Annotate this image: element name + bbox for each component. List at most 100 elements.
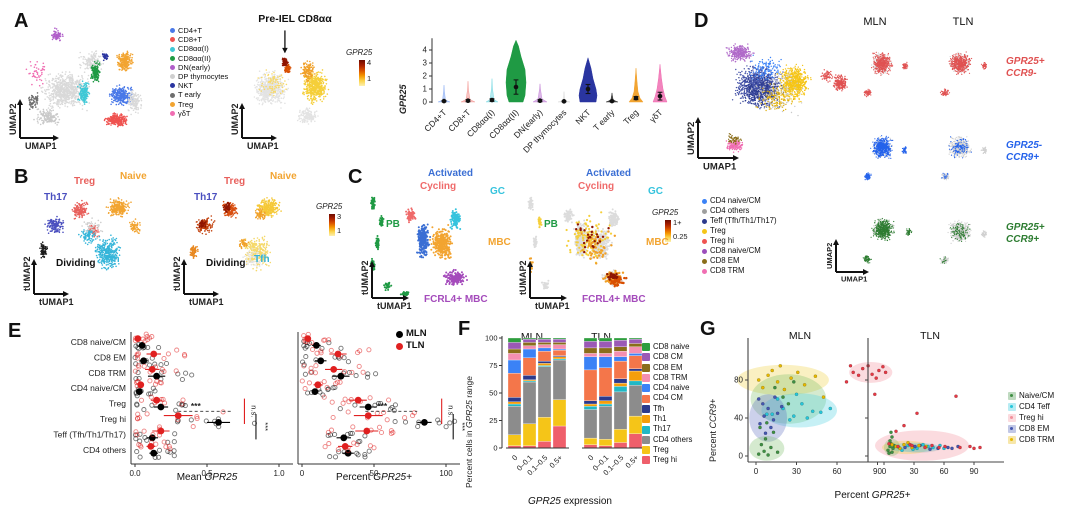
legend-item: NKT: [170, 81, 228, 90]
legend-swatch: [702, 248, 707, 254]
panel-f-label: F: [458, 318, 471, 340]
legend-swatch: [1008, 413, 1016, 422]
svg-text:UMAP1: UMAP1: [247, 141, 279, 151]
legend-item-label: CD8 TRM: [710, 266, 745, 275]
cluster-label-th17: Th17: [194, 192, 218, 203]
legend-item: γδT: [170, 109, 228, 118]
legend-item-label: T early: [178, 90, 201, 100]
cluster-label-cycling: Cycling: [420, 181, 457, 192]
legend-swatch: [642, 446, 650, 455]
pre-iel-annotation: Pre-IEL CD8αα: [258, 13, 332, 25]
legend-item: MLN: [396, 328, 427, 340]
colorbar-title: GPR25: [652, 208, 679, 217]
legend-item-label: DN(early): [178, 62, 211, 72]
cluster-label-treg: Treg: [74, 176, 96, 187]
column-header-mln: MLN: [863, 16, 887, 28]
legend-swatch: [170, 92, 175, 98]
colorbar-max-label: 3: [337, 212, 342, 221]
legend-item-label: Tfh: [653, 403, 665, 413]
legend-swatch-dot: [1010, 393, 1013, 397]
colorbar-gradient: [359, 60, 365, 86]
umap-tln-gpr25pos-ccr9pos: [939, 219, 987, 264]
legend-item: CD8 EM: [642, 363, 692, 373]
legend-swatch: [702, 228, 707, 234]
legend-item: CD8 EM: [1008, 423, 1054, 434]
cluster-label-dividing: Dividing: [56, 258, 96, 269]
legend-item: Treg hi: [1008, 412, 1054, 423]
legend-swatch: [702, 198, 707, 204]
legend-swatch: [170, 37, 175, 43]
cluster-label-tfh: Tfh: [254, 254, 270, 265]
legend-swatch: [702, 258, 707, 264]
svg-text:3: 3: [423, 59, 428, 68]
legend-swatch: [642, 374, 650, 383]
legend-item: CD8 CM: [642, 352, 692, 362]
legend-item: CD4 Teff: [1008, 401, 1054, 412]
svg-text:UMAP2: UMAP2: [230, 103, 240, 135]
ylabel-percent-cells: Percent cells in GPR25 range: [464, 376, 474, 488]
legend-item-label: Treg: [653, 444, 669, 454]
svg-text:γδT: γδT: [647, 107, 664, 124]
legend-swatch: [642, 425, 650, 434]
legend-item: CD8αα(I): [170, 44, 228, 53]
svg-text:2: 2: [423, 72, 428, 81]
legend-item: Tfh: [642, 404, 692, 414]
legend-item-label: CD8 TRM: [1019, 435, 1055, 444]
cluster-label-naive: Naive: [120, 171, 147, 182]
legend-item-label: CD8+T: [178, 35, 202, 45]
legend-item: CD8 TRM: [642, 373, 692, 383]
cluster-label-treg: Treg: [224, 176, 246, 187]
legend-item-label: Teff (Tfh/Th1/Th17): [710, 216, 777, 225]
scatter-ccr9-gpr25-tln: 0 30 60 90: [865, 338, 1004, 476]
legend-item-label: Treg hi: [653, 455, 677, 465]
legend-item-label: CD4 CM: [653, 393, 683, 403]
legend-thymocyte-celltypes: CD4+T CD8+T CD8αα(I) CD8αα(II) DN(early) DP t…: [170, 26, 228, 118]
legend-item-label: Treg: [710, 226, 726, 235]
legend-swatch: [642, 394, 650, 403]
legend-item-label: Th1: [653, 414, 667, 424]
legend-swatch: [702, 218, 707, 224]
legend-item: CD8αα(II): [170, 54, 228, 63]
row-label-gpr25pos-ccr9neg-2: CCR9-: [1006, 68, 1037, 79]
colorbar-title: GPR25: [346, 48, 373, 57]
svg-text:NKT: NKT: [573, 107, 592, 126]
legend-swatch: [170, 110, 175, 116]
legend-swatch: [702, 238, 707, 244]
legend-item-label: CD4 others: [710, 206, 750, 215]
cluster-label-fcrl4-mbc: FCRL4+ MBC: [582, 294, 646, 305]
panel-d-label: D: [694, 10, 709, 32]
row-label-gpr25pos-ccr9neg-1: GPR25+: [1006, 56, 1045, 67]
legend-item: Naive/CM: [1008, 390, 1054, 401]
facet-title-g-mln: MLN: [788, 330, 812, 342]
xlabel-mean-gpr25: Mean GPR25: [176, 472, 238, 483]
legend-swatch: [1008, 391, 1016, 400]
legend-item-label: CD8 naive: [653, 342, 690, 351]
legend-swatch: [1008, 435, 1016, 444]
panel-c-label: C: [348, 166, 363, 188]
legend-item: CD4 others: [702, 206, 777, 216]
legend-item: CD4 naive/CM: [702, 196, 777, 206]
legend-swatch: [170, 74, 175, 80]
violin-gpr25-by-celltype: 01234CD4+TCD8+TCD8αα(I)CD8αα(II)DN(early…: [422, 38, 668, 155]
svg-text:UMAP1: UMAP1: [25, 141, 57, 151]
svg-text:1: 1: [423, 85, 428, 94]
legend-swatch-dot: [1010, 404, 1013, 408]
legend-item: Th1: [642, 414, 692, 424]
facet-title-g-tln: TLN: [920, 330, 940, 342]
legend-swatch: [170, 55, 175, 61]
panel-a-label: A: [14, 10, 29, 32]
colorbar-max-label: 1+: [673, 218, 682, 227]
legend-item: CD4 others: [642, 435, 692, 445]
cluster-label-cycling: Cycling: [578, 181, 615, 192]
ylabel-percent-ccr9: Percent CCR9+: [708, 398, 718, 462]
legend-swatch: [170, 83, 175, 89]
legend-item-label: MLN: [406, 328, 427, 339]
legend-item-label: CD8 EM: [1019, 424, 1050, 433]
umap-thymocyte-celltypes: UMAP1 UMAP2: [8, 27, 143, 151]
legend-item-label: Th17: [653, 424, 671, 434]
